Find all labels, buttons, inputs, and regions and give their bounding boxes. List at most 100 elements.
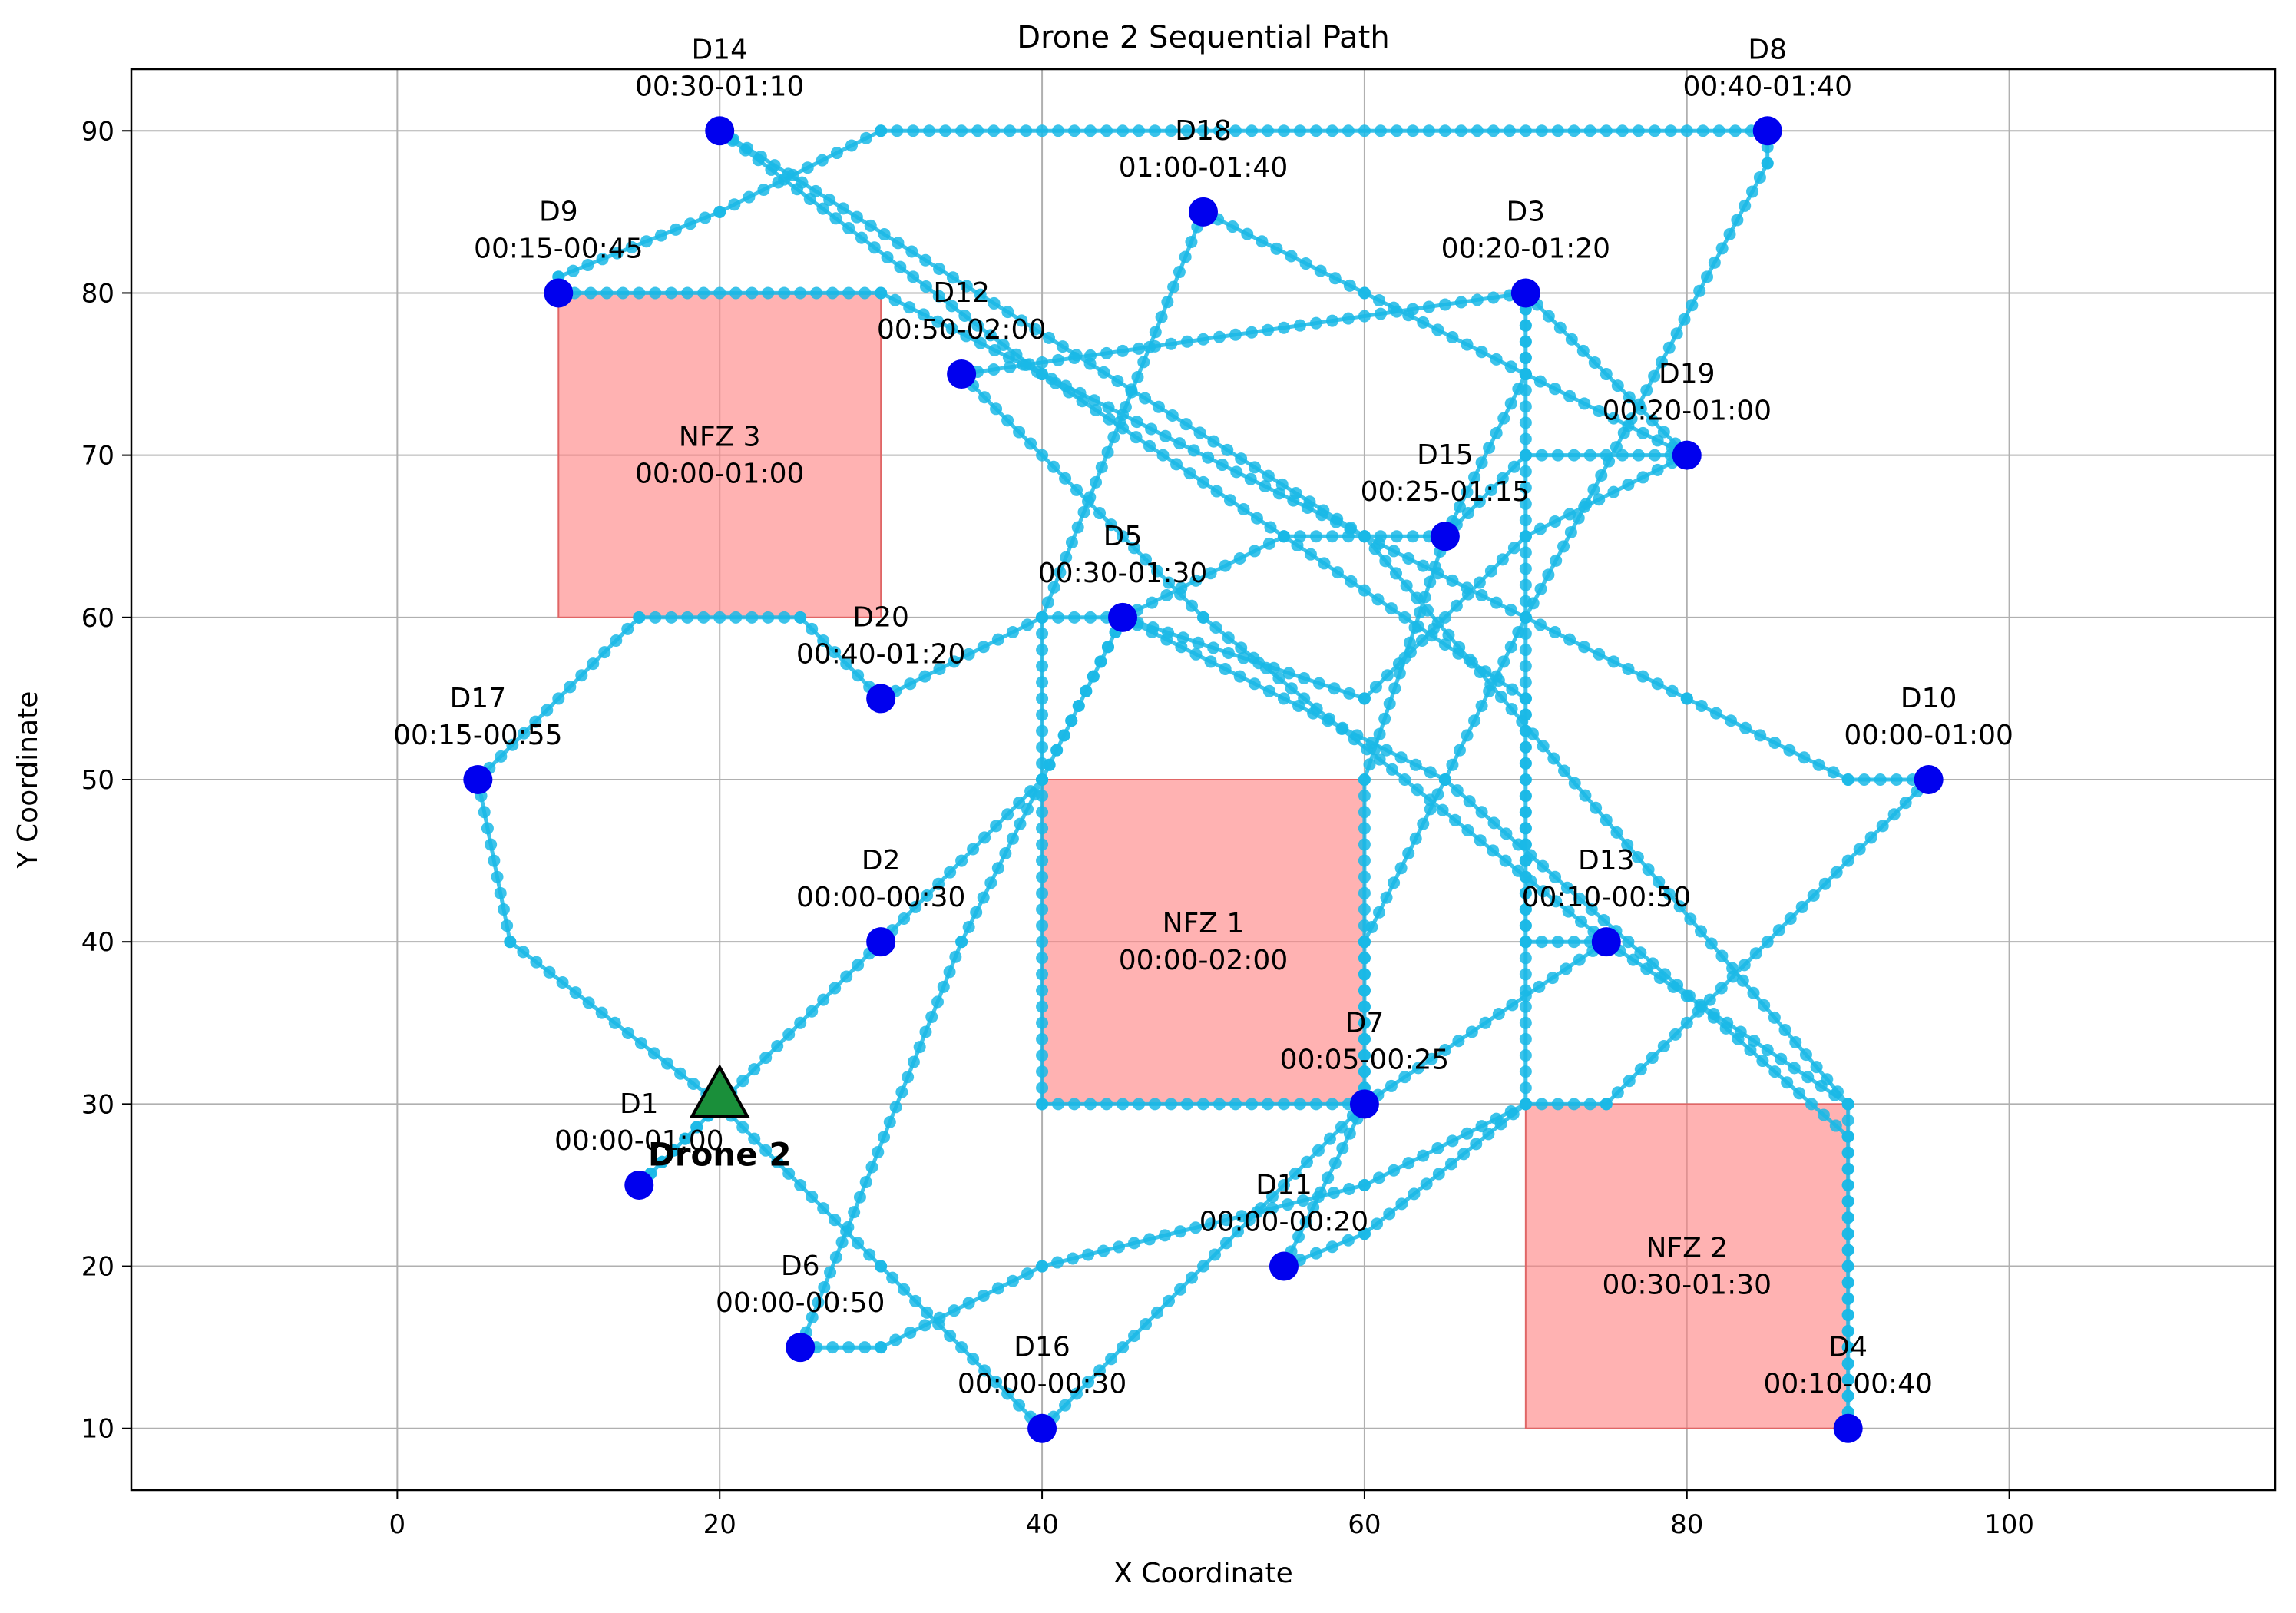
path-marker xyxy=(1342,124,1355,137)
path-marker xyxy=(1583,449,1596,462)
path-marker xyxy=(1336,721,1349,734)
path-marker xyxy=(809,184,822,197)
path-marker xyxy=(1438,124,1451,137)
path-marker xyxy=(1695,700,1708,713)
delivery-point xyxy=(866,927,896,957)
path-marker xyxy=(1140,1317,1153,1330)
path-marker xyxy=(1864,831,1877,844)
path-marker xyxy=(1298,672,1311,685)
path-marker xyxy=(1411,620,1424,633)
path-marker xyxy=(1247,651,1260,664)
path-marker xyxy=(1841,1276,1854,1289)
path-marker xyxy=(1358,903,1371,916)
path-marker xyxy=(1475,1120,1488,1133)
path-marker xyxy=(1001,1387,1014,1400)
path-marker xyxy=(881,250,894,263)
path-marker xyxy=(1292,700,1305,713)
path-marker xyxy=(1219,663,1232,676)
path-marker xyxy=(1358,968,1371,981)
path-marker xyxy=(1229,124,1242,137)
path-marker xyxy=(1209,621,1222,634)
path-marker xyxy=(552,692,565,705)
delivery-point-label: D6 00:00-00:50 xyxy=(716,1250,885,1319)
chart-title: Drone 2 Sequential Path xyxy=(1017,20,1389,55)
delivery-id-label: D20 xyxy=(852,601,909,633)
path-marker xyxy=(1345,575,1358,588)
x-tick-label: 20 xyxy=(703,1509,736,1540)
path-marker xyxy=(925,1010,938,1023)
path-marker xyxy=(1411,783,1424,797)
path-marker xyxy=(1343,1127,1356,1140)
path-marker xyxy=(1351,729,1364,742)
delivery-point xyxy=(1189,197,1218,227)
path-marker xyxy=(1056,340,1069,353)
path-marker xyxy=(852,669,865,682)
delivery-window-label: 00:30-01:10 xyxy=(635,71,804,102)
path-marker xyxy=(1634,1063,1647,1076)
path-marker xyxy=(1575,915,1588,928)
path-marker xyxy=(1492,1008,1505,1021)
path-marker xyxy=(1107,431,1120,444)
path-marker xyxy=(1841,854,1854,867)
path-marker xyxy=(1642,863,1655,876)
path-marker xyxy=(1578,397,1591,410)
path-marker xyxy=(1899,797,1912,810)
path-marker xyxy=(1795,900,1808,913)
path-marker xyxy=(584,286,597,300)
path-marker xyxy=(1411,1062,1424,1075)
path-marker xyxy=(1519,578,1532,591)
path-marker xyxy=(1708,256,1721,269)
path-marker xyxy=(1732,1032,1745,1045)
path-marker xyxy=(1651,463,1664,476)
path-marker xyxy=(1519,644,1532,657)
path-marker xyxy=(1417,817,1430,830)
path-marker xyxy=(1415,634,1428,647)
path-marker xyxy=(1328,272,1342,285)
delivery-point-label: D7 00:05-00:25 xyxy=(1280,1007,1449,1075)
path-marker xyxy=(1519,822,1532,835)
path-marker xyxy=(1047,460,1060,473)
path-marker xyxy=(1314,264,1327,277)
path-marker xyxy=(812,1296,825,1309)
path-marker xyxy=(1474,834,1487,847)
path-marker xyxy=(1358,936,1371,949)
path-marker xyxy=(1542,568,1555,581)
path-marker xyxy=(1853,843,1866,856)
path-marker xyxy=(1293,319,1306,332)
path-marker xyxy=(746,611,759,624)
delivery-window-label: 00:10-00:40 xyxy=(1763,1369,1932,1400)
path-marker xyxy=(1487,844,1500,857)
delivery-window-label: 00:20-01:20 xyxy=(1441,233,1610,264)
path-marker xyxy=(1358,1000,1371,1013)
path-marker xyxy=(1165,1098,1178,1111)
path-marker xyxy=(1461,485,1474,498)
path-marker xyxy=(1186,1271,1199,1284)
path-marker xyxy=(1551,449,1564,462)
delivery-window-label: 00:20-01:00 xyxy=(1603,396,1772,427)
path-marker xyxy=(1432,1168,1445,1181)
path-marker xyxy=(840,970,853,983)
path-marker xyxy=(1657,1039,1670,1052)
path-marker xyxy=(478,806,491,819)
path-marker xyxy=(1519,546,1532,559)
path-marker xyxy=(1600,1098,1613,1111)
path-marker xyxy=(1519,416,1532,429)
path-marker xyxy=(1473,576,1486,589)
path-marker xyxy=(649,286,662,300)
path-marker xyxy=(1358,584,1371,597)
path-marker xyxy=(1623,391,1636,404)
path-marker xyxy=(1174,1283,1187,1296)
path-marker xyxy=(1325,1098,1338,1111)
path-marker xyxy=(1229,328,1242,341)
path-marker xyxy=(1588,356,1601,369)
path-marker xyxy=(909,1294,922,1307)
path-marker xyxy=(1567,1098,1580,1111)
path-marker xyxy=(955,854,968,867)
path-marker xyxy=(829,646,842,659)
path-marker xyxy=(991,633,1004,646)
delivery-window-label: 00:10-00:50 xyxy=(1522,882,1691,913)
path-marker xyxy=(1013,1399,1026,1412)
path-marker xyxy=(1325,124,1338,137)
path-marker xyxy=(494,886,507,899)
path-marker xyxy=(1841,1308,1854,1321)
